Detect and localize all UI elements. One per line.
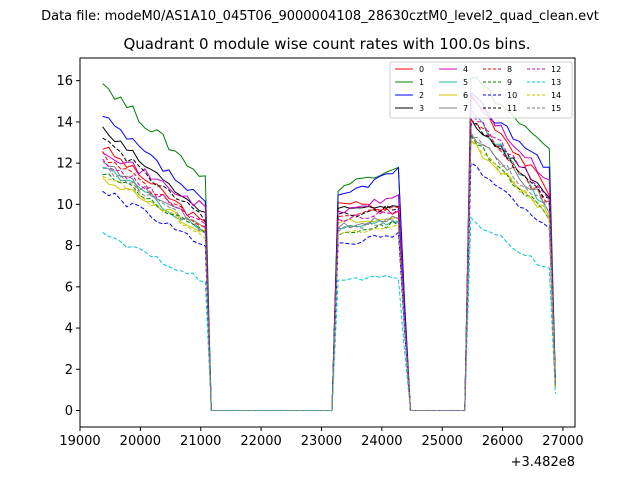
legend-label-14: 14 xyxy=(551,91,561,100)
series-line-0 xyxy=(102,93,556,411)
series-line-15 xyxy=(102,136,556,411)
y-tick-label: 6 xyxy=(65,280,73,295)
x-tick-label: 23000 xyxy=(301,434,342,449)
y-tick-label: 12 xyxy=(56,157,73,172)
legend-label-8: 8 xyxy=(507,65,512,74)
legend-label-0: 0 xyxy=(419,65,424,74)
legend-label-9: 9 xyxy=(507,78,512,87)
y-tick-label: 10 xyxy=(56,198,73,213)
legend-label-10: 10 xyxy=(507,91,517,100)
y-tick-label: 16 xyxy=(56,74,73,89)
series-line-12 xyxy=(102,106,556,411)
series-line-8 xyxy=(102,118,556,411)
legend-label-7: 7 xyxy=(463,104,468,113)
series-line-14 xyxy=(102,140,556,411)
axes-frame xyxy=(79,57,576,428)
y-tick-label: 8 xyxy=(65,239,73,254)
y-tick-label: 0 xyxy=(65,404,73,419)
x-tick-label: 19000 xyxy=(59,434,100,449)
x-tick-label: 27000 xyxy=(542,434,583,449)
series-line-11 xyxy=(102,122,556,411)
legend-label-5: 5 xyxy=(463,78,468,87)
legend-label-13: 13 xyxy=(551,78,561,87)
x-tick-label: 22000 xyxy=(240,434,281,449)
series-line-2 xyxy=(102,91,556,411)
chart-title: Quadrant 0 module wise count rates with … xyxy=(123,35,530,53)
legend-label-6: 6 xyxy=(463,91,468,100)
legend-label-11: 11 xyxy=(507,104,517,113)
legend-label-1: 1 xyxy=(419,78,424,87)
x-tick-label: 24000 xyxy=(361,434,402,449)
x-offset-label: +3.482e8 xyxy=(511,455,575,470)
legend-box xyxy=(389,61,573,119)
x-tick-label: 20000 xyxy=(120,434,161,449)
series-line-13 xyxy=(102,216,556,411)
y-axis: 0 2 4 6 8 10 12 14 16 xyxy=(56,74,80,419)
x-tick-label: 26000 xyxy=(482,434,523,449)
plot-lines xyxy=(102,77,556,411)
series-line-10 xyxy=(102,161,556,411)
x-tick-label: 25000 xyxy=(422,434,463,449)
legend-label-12: 12 xyxy=(551,65,561,74)
suptitle: Data file: modeM0/AS1A10_045T06_90000041… xyxy=(41,9,599,24)
x-tick-label: 21000 xyxy=(180,434,221,449)
series-line-4 xyxy=(102,95,556,411)
y-tick-label: 14 xyxy=(56,115,73,130)
legend-label-4: 4 xyxy=(463,65,468,74)
legend-label-3: 3 xyxy=(419,104,424,113)
series-line-6 xyxy=(102,139,556,411)
legend-label-2: 2 xyxy=(419,91,424,100)
legend-label-15: 15 xyxy=(551,104,561,113)
y-tick-label: 4 xyxy=(65,322,73,337)
x-axis: 19000 20000 21000 22000 23000 24000 25000 26000… xyxy=(59,427,584,449)
series-line-7 xyxy=(102,131,556,411)
y-tick-label: 2 xyxy=(65,363,73,378)
